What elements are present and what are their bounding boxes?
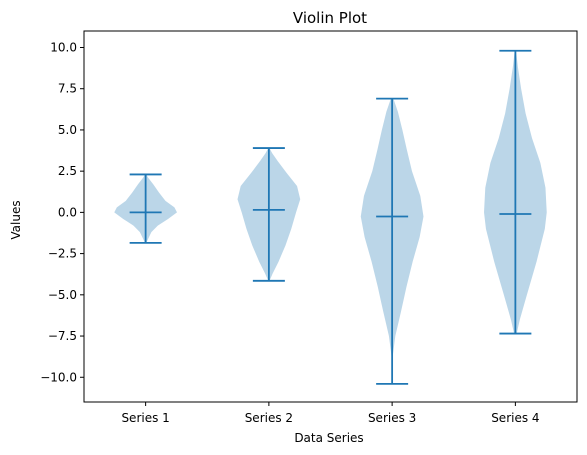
y-tick-label: −10.0 [40,370,77,384]
x-tick-label: Series 3 [368,411,416,425]
y-tick-label: 0.0 [58,205,77,219]
x-tick-label: Series 1 [121,411,169,425]
violin-group [360,97,424,385]
plot-area: 10.0 7.5 5.0 2.5 0.0 −2.5 −5.0 −7.5 −10.0 Series … [40,30,578,425]
y-tick-label: 2.5 [58,164,77,178]
x-tick-label: Series 2 [245,411,293,425]
axes-frame [83,30,578,403]
violin-group [484,49,547,335]
y-tick-label: 7.5 [58,82,77,96]
y-tick-label: −2.5 [48,247,77,261]
violin-group [237,147,301,282]
y-tick-label: 10.0 [50,40,77,54]
y-axis-label: Values [9,200,23,239]
x-axis-label: Data Series [294,431,363,445]
y-tick-label: 5.0 [58,123,77,137]
x-tick-label: Series 4 [491,411,539,425]
chart-title: Violin Plot [293,9,367,27]
violin-group [114,173,177,244]
y-tick-label: −7.5 [48,329,77,343]
y-tick-label: −5.0 [48,288,77,302]
